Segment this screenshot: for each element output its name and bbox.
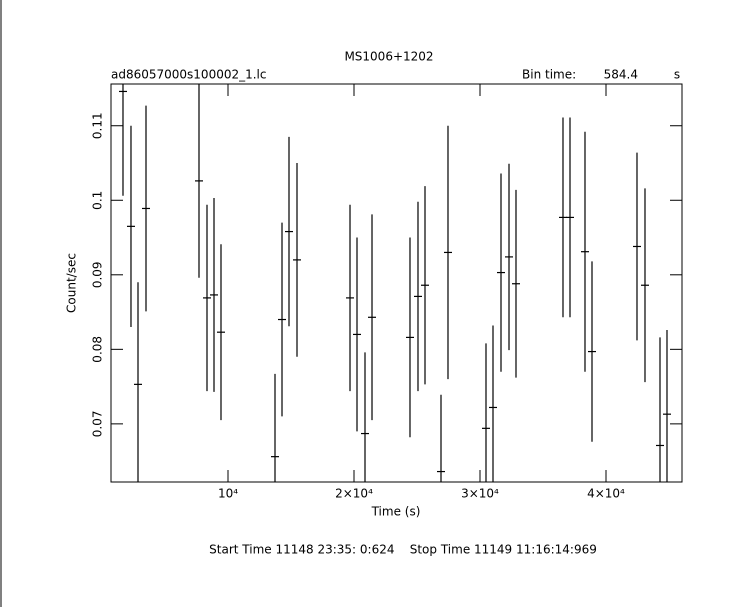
plot-area [118,84,671,482]
plot-frame [110,83,683,483]
footer: Start Time 11148 23:35: 0:624 Stop Time … [209,543,597,557]
y-tick-label: 0.08 [91,336,105,363]
bin-time-label: Bin time: [522,68,576,82]
file-name: ad86057000s100002_1.lc [111,68,267,82]
y-axis-label: Count/sec [65,253,79,313]
bin-time-unit: s [674,68,680,82]
x-axis-label: Time (s) [371,505,421,519]
x-tick-label: 4×10⁴ [587,487,625,501]
y-tick-label: 0.07 [91,411,105,438]
x-tick-label: 10⁴ [218,487,238,501]
x-tick-label: 3×10⁴ [461,487,499,501]
y-tick-label: 0.1 [91,191,105,210]
bin-time: 584.4 [604,68,638,82]
chart-title: MS1006+1202 [344,50,433,64]
x-tick-label: 2×10⁴ [335,487,373,501]
y-tick-label: 0.11 [91,112,105,139]
y-tick-label: 0.09 [91,261,105,288]
